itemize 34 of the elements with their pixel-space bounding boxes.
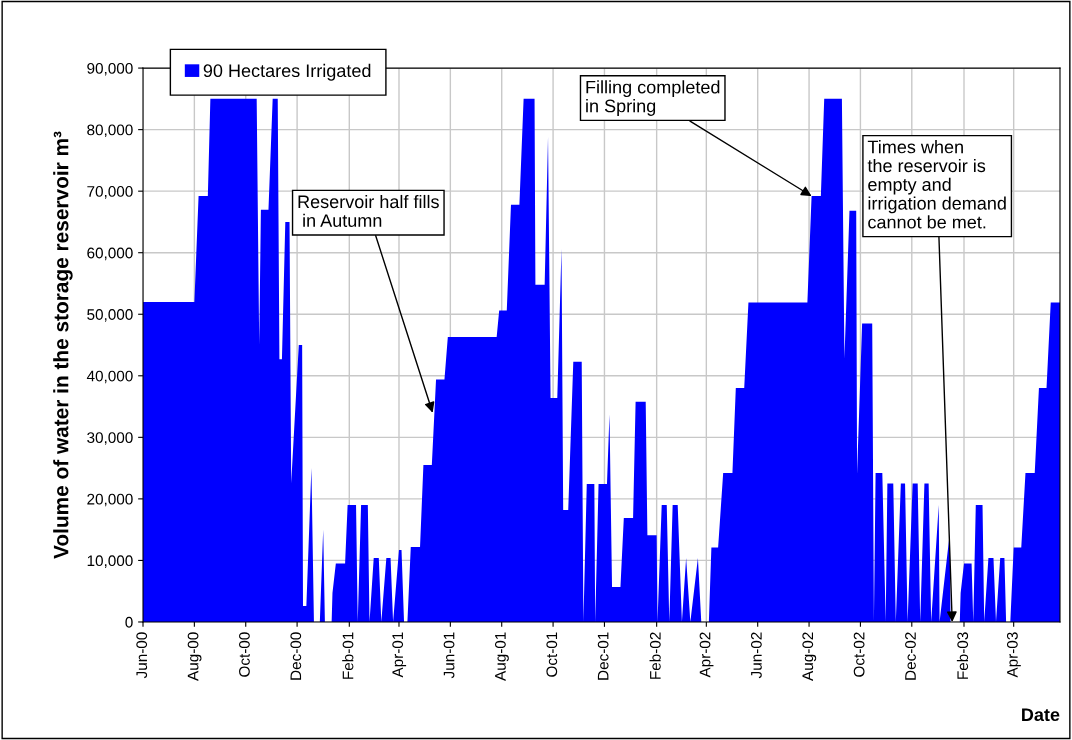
annotation: Filling completed in Spring bbox=[586, 80, 720, 116]
y-tick-label: 10,000 bbox=[87, 555, 133, 568]
x-tick-label: Jun-00 bbox=[136, 632, 148, 679]
x-tick-label: Feb-01 bbox=[342, 632, 354, 679]
x-tick-label: Aug-02 bbox=[802, 632, 817, 681]
y-tick-label: 60,000 bbox=[87, 247, 133, 261]
x-tick-label: Feb-03 bbox=[956, 632, 969, 679]
x-tick-label: Dec-02 bbox=[905, 632, 916, 680]
x-tick-label: Apr-03 bbox=[1006, 632, 1021, 678]
x-tick-label: Oct-00 bbox=[239, 632, 250, 677]
x-tick-label: Jun-02 bbox=[750, 632, 762, 679]
y-tick-label: 0 bbox=[125, 616, 133, 628]
x-tick-label: Jun-01 bbox=[443, 632, 455, 679]
x-tick-label: Dec-00 bbox=[290, 632, 302, 680]
x-tick-label: Dec-01 bbox=[597, 632, 609, 680]
y-tick-label: 20,000 bbox=[87, 493, 133, 507]
x-tick-label: Apr-01 bbox=[392, 632, 407, 678]
y-tick-label: 80,000 bbox=[87, 124, 133, 138]
y-tick-label: 90,000 bbox=[87, 62, 133, 76]
x-tick-label: Aug-01 bbox=[495, 632, 509, 681]
x-tick-label: Oct-01 bbox=[546, 632, 558, 677]
annotation: Times when the reservoir is empty and irrigation demand cannot be met. bbox=[867, 140, 1006, 229]
annotation: Reservoir half fills in Autumn bbox=[298, 194, 439, 227]
y-tick-label: 70,000 bbox=[87, 186, 133, 199]
y-axis-title: Volume of water in the storage reservoir m³ bbox=[53, 131, 73, 559]
y-tick-label: 40,000 bbox=[86, 370, 133, 384]
y-tick-label: 50,000 bbox=[87, 309, 133, 322]
x-tick-label: Feb-02 bbox=[649, 632, 661, 679]
y-tick-label: 30,000 bbox=[87, 432, 133, 445]
x-tick-label: Oct-02 bbox=[853, 632, 865, 677]
x-tick-label: Apr-02 bbox=[699, 632, 714, 678]
legend-label: 90 Hectares Irrigated bbox=[203, 63, 371, 81]
x-axis-title: Date bbox=[1022, 708, 1060, 722]
x-tick-label: Aug-00 bbox=[187, 632, 202, 681]
